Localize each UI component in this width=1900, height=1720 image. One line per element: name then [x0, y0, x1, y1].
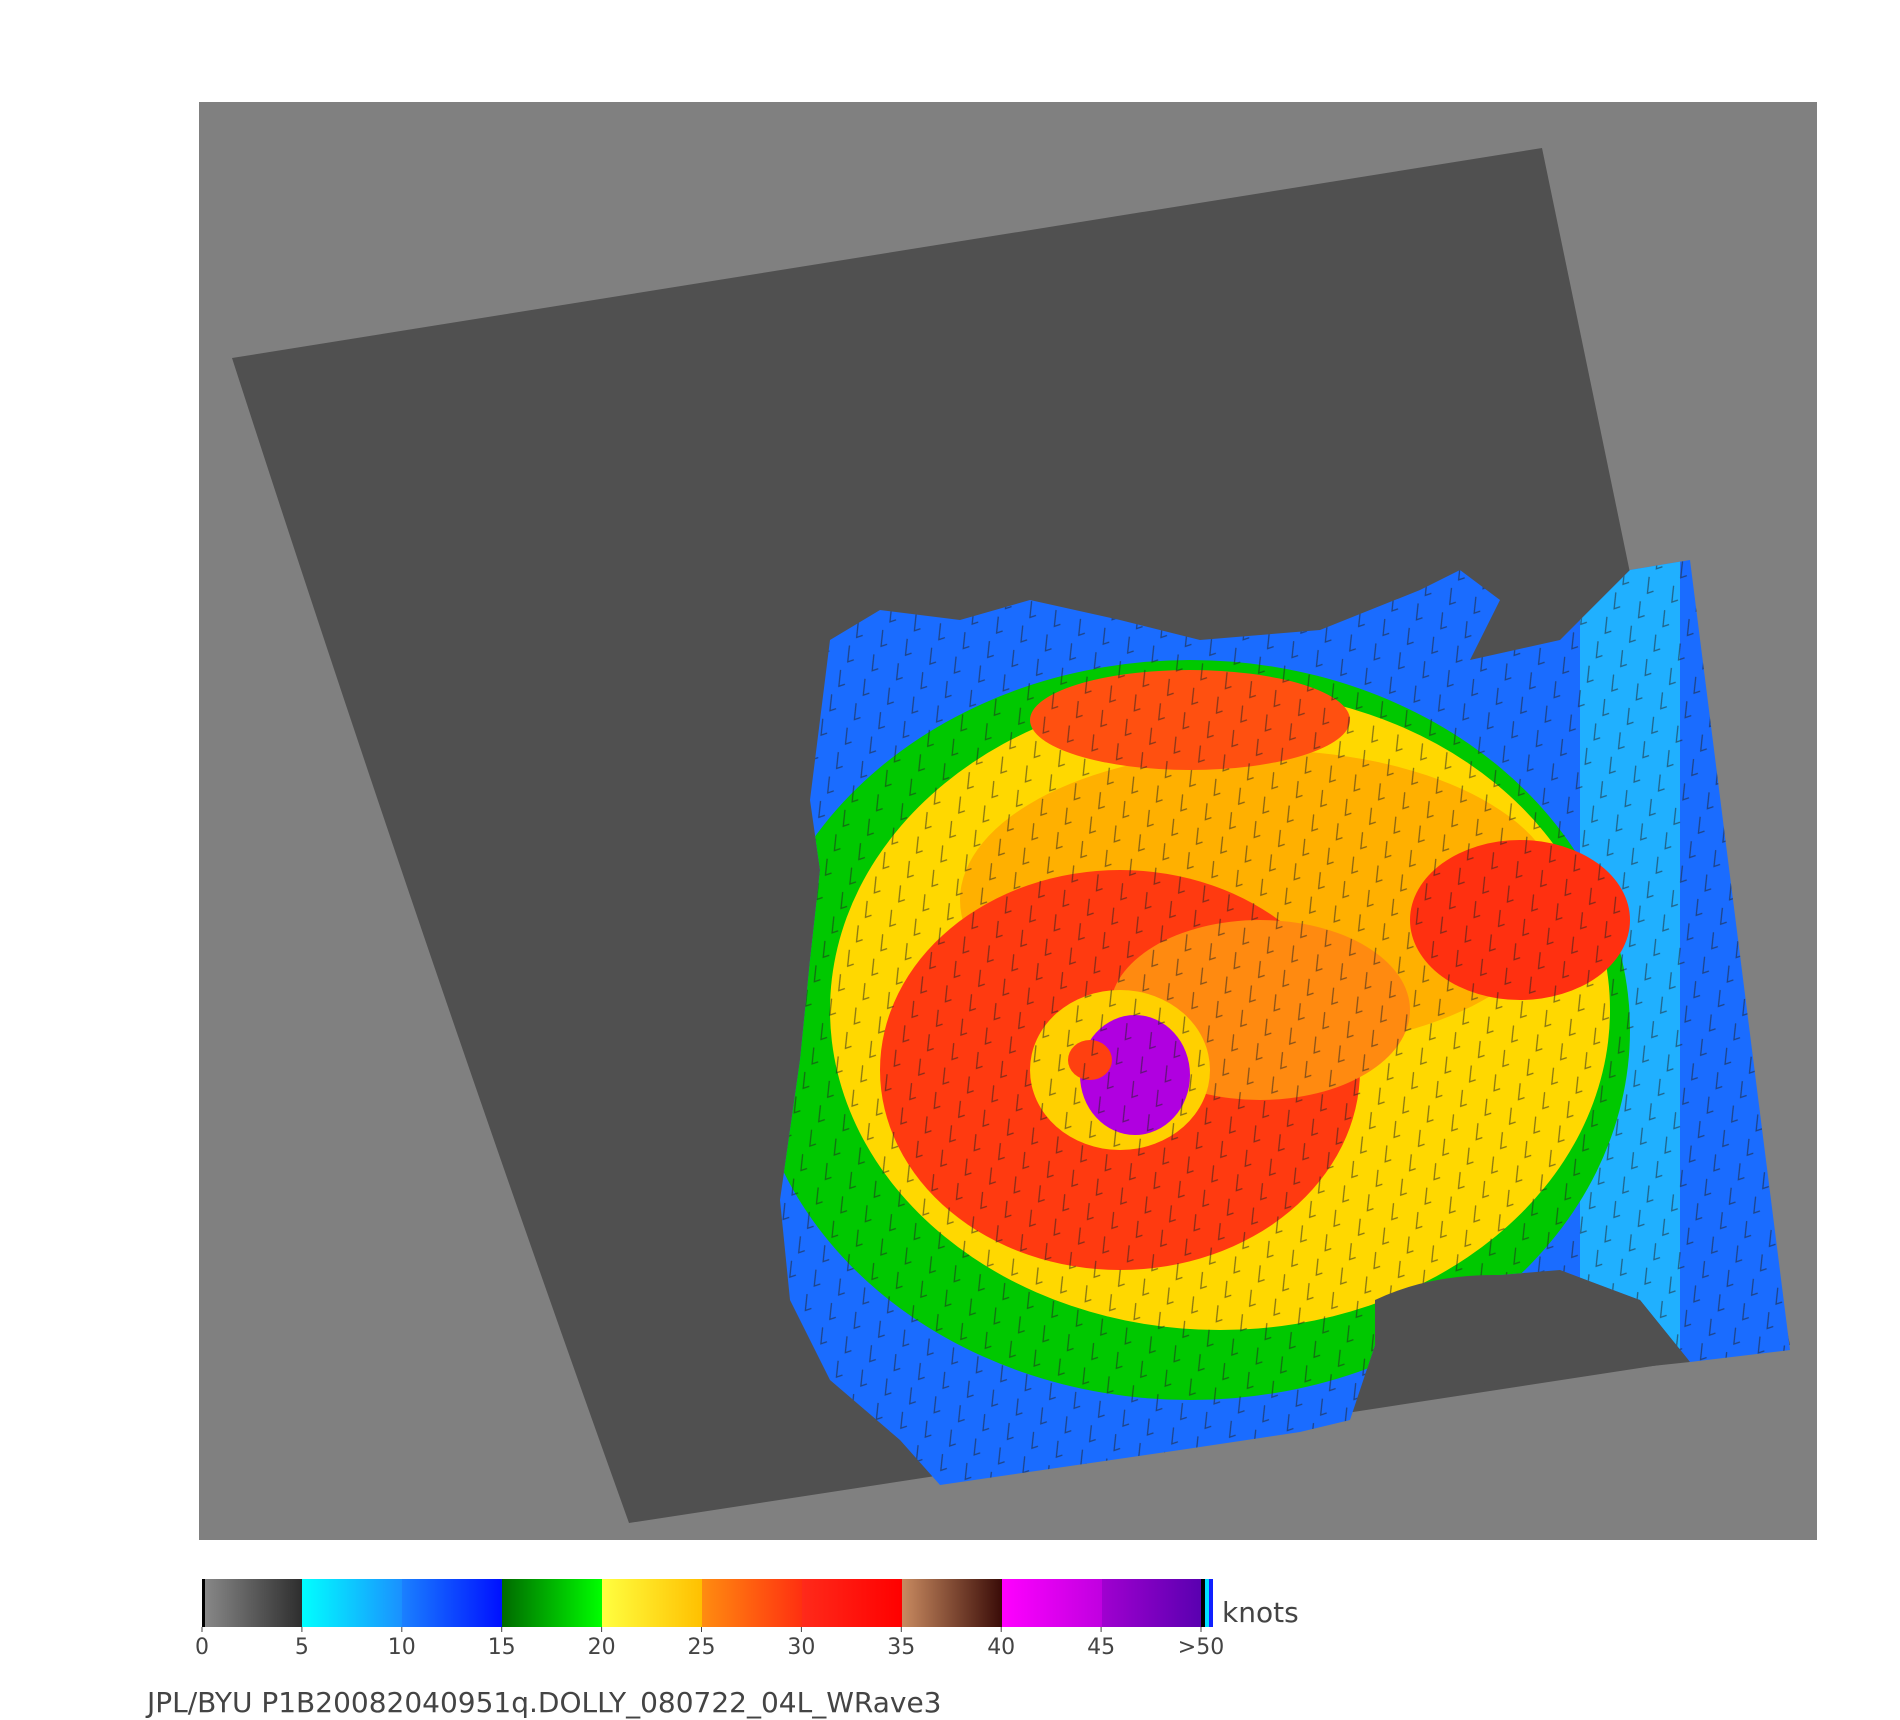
tick-label: 10: [388, 1635, 416, 1660]
colorbar-segment: [1002, 1579, 1102, 1627]
colorbar-segment: [602, 1579, 702, 1627]
colorbar-segment: [1102, 1579, 1201, 1627]
land: [1375, 1275, 1690, 1395]
tick-label: 30: [787, 1635, 815, 1660]
colorbar-segment: [1201, 1579, 1205, 1627]
colorbar: [202, 1579, 1213, 1627]
tick-label: 20: [588, 1635, 616, 1660]
tick-label: 5: [295, 1635, 309, 1660]
footer: JPL/BYU P1B20082040951q.DOLLY_080722_04L…: [145, 1686, 942, 1719]
colorbar-segment: [302, 1579, 402, 1627]
colorbar-unit: knots: [1222, 1596, 1299, 1629]
tick-label: 0: [195, 1635, 209, 1660]
colorbar-segment: [1205, 1579, 1209, 1627]
tick-label: 15: [488, 1635, 516, 1660]
tick-label: >50: [1178, 1635, 1224, 1660]
colorbar-segment: [1209, 1579, 1213, 1627]
colorbar-segment: [502, 1579, 602, 1627]
tick-label: 45: [1087, 1635, 1115, 1660]
colorbar-segment: [202, 1579, 302, 1627]
tick-label: 25: [688, 1635, 716, 1660]
tick-label: 35: [887, 1635, 915, 1660]
colorbar-segment: [902, 1579, 1002, 1627]
colorbar-segment: [702, 1579, 802, 1627]
colorbar-segment: [802, 1579, 902, 1627]
colorbar-edge: [202, 1579, 205, 1627]
colorbar-segment: [402, 1579, 502, 1627]
tick-label: 40: [987, 1635, 1015, 1660]
